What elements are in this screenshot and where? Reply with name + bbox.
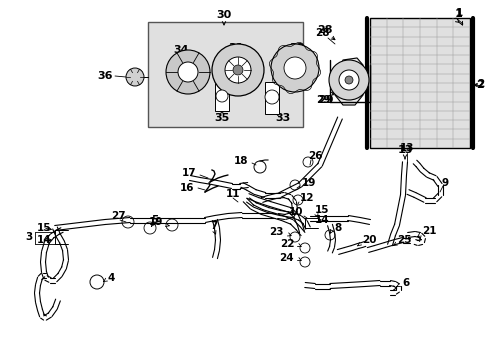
Circle shape: [328, 60, 368, 100]
Text: 5: 5: [151, 215, 158, 225]
Text: 28: 28: [317, 25, 332, 35]
Text: 15: 15: [314, 205, 329, 215]
Circle shape: [212, 44, 264, 96]
Circle shape: [224, 57, 250, 83]
Text: 2: 2: [475, 80, 483, 90]
Text: 33: 33: [275, 113, 290, 123]
Text: 27: 27: [110, 211, 125, 221]
Circle shape: [143, 222, 156, 234]
Text: 36: 36: [97, 71, 113, 81]
Circle shape: [289, 180, 299, 190]
Text: 11: 11: [225, 189, 240, 199]
Text: 19: 19: [148, 217, 163, 227]
Text: 1: 1: [454, 8, 462, 18]
Bar: [215, 83, 228, 111]
Circle shape: [264, 90, 279, 104]
Text: 34: 34: [173, 45, 188, 55]
Text: 14: 14: [314, 215, 329, 225]
Circle shape: [303, 157, 312, 167]
Circle shape: [216, 90, 227, 102]
Circle shape: [253, 161, 265, 173]
Text: 13: 13: [397, 145, 412, 155]
Text: 3: 3: [26, 232, 33, 242]
Text: 29: 29: [315, 95, 329, 105]
Text: 9: 9: [441, 178, 447, 188]
Polygon shape: [334, 58, 362, 105]
Text: 29: 29: [318, 95, 333, 105]
Text: 4: 4: [107, 273, 114, 283]
Text: 20: 20: [361, 235, 376, 245]
Bar: [369, 18, 469, 148]
Text: 32: 32: [289, 43, 304, 53]
Bar: [148, 22, 303, 127]
Circle shape: [165, 50, 209, 94]
Text: 24: 24: [279, 253, 293, 263]
Text: 31: 31: [228, 43, 243, 53]
Text: 22: 22: [280, 239, 294, 249]
Text: 7: 7: [210, 221, 217, 231]
Text: 19: 19: [302, 178, 316, 188]
Text: 23: 23: [269, 227, 284, 237]
Text: 13: 13: [399, 143, 413, 153]
Circle shape: [122, 216, 134, 228]
Text: 28: 28: [314, 28, 328, 38]
Text: 8: 8: [333, 223, 341, 233]
Text: 17: 17: [181, 168, 196, 178]
Circle shape: [270, 44, 318, 92]
Circle shape: [284, 57, 305, 79]
Text: 12: 12: [299, 193, 314, 203]
Bar: [264, 82, 279, 114]
Text: 14: 14: [37, 235, 52, 245]
Text: 21: 21: [421, 226, 436, 236]
Circle shape: [289, 232, 299, 242]
Text: 2: 2: [476, 79, 484, 89]
Text: 25: 25: [396, 235, 411, 245]
Circle shape: [232, 65, 243, 75]
Circle shape: [90, 275, 104, 289]
Circle shape: [299, 243, 309, 253]
Text: 18: 18: [233, 156, 247, 166]
Text: 15: 15: [37, 223, 51, 233]
Text: 35: 35: [214, 113, 229, 123]
Text: 10: 10: [288, 207, 303, 217]
Text: 16: 16: [179, 183, 194, 193]
Circle shape: [338, 70, 358, 90]
Text: 1: 1: [454, 9, 462, 19]
Circle shape: [325, 230, 334, 240]
Circle shape: [165, 219, 178, 231]
Circle shape: [178, 62, 198, 82]
Text: 26: 26: [307, 151, 322, 161]
Circle shape: [292, 195, 303, 205]
Text: 6: 6: [401, 278, 408, 288]
Circle shape: [299, 257, 309, 267]
Circle shape: [126, 68, 143, 86]
Circle shape: [345, 76, 352, 84]
Text: 30: 30: [216, 10, 231, 20]
